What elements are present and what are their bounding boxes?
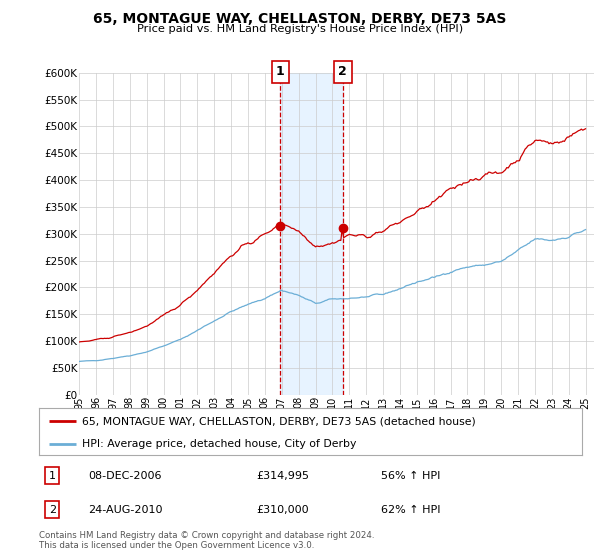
Text: 62% ↑ HPI: 62% ↑ HPI (381, 505, 440, 515)
Text: Price paid vs. HM Land Registry's House Price Index (HPI): Price paid vs. HM Land Registry's House … (137, 24, 463, 34)
Text: 2: 2 (49, 505, 56, 515)
Text: 08-DEC-2006: 08-DEC-2006 (88, 470, 161, 480)
Text: Contains HM Land Registry data © Crown copyright and database right 2024.
This d: Contains HM Land Registry data © Crown c… (39, 531, 374, 550)
Text: 24-AUG-2010: 24-AUG-2010 (88, 505, 163, 515)
Text: 65, MONTAGUE WAY, CHELLASTON, DERBY, DE73 5AS: 65, MONTAGUE WAY, CHELLASTON, DERBY, DE7… (94, 12, 506, 26)
Bar (280, 73, 343, 395)
Text: 2: 2 (338, 65, 347, 78)
Text: 65, MONTAGUE WAY, CHELLASTON, DERBY, DE73 5AS (detached house): 65, MONTAGUE WAY, CHELLASTON, DERBY, DE7… (82, 416, 476, 426)
Text: £310,000: £310,000 (256, 505, 309, 515)
Text: HPI: Average price, detached house, City of Derby: HPI: Average price, detached house, City… (82, 440, 357, 450)
Text: 56% ↑ HPI: 56% ↑ HPI (381, 470, 440, 480)
Text: 1: 1 (276, 65, 285, 78)
Text: £314,995: £314,995 (256, 470, 309, 480)
Text: 1: 1 (49, 470, 56, 480)
